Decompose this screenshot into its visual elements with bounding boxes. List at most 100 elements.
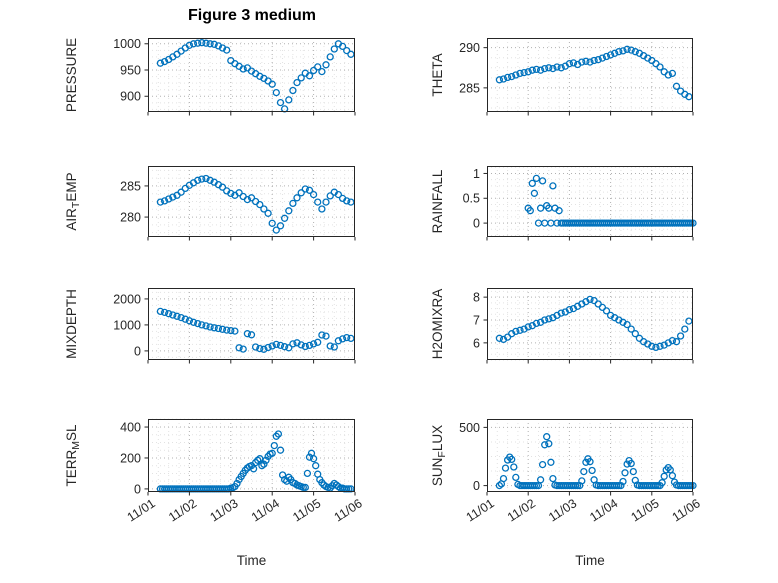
data-point [557, 64, 565, 72]
data-point [656, 342, 664, 350]
data-point [668, 472, 677, 480]
data-point [173, 312, 181, 320]
data-point [260, 345, 268, 353]
data-point [586, 295, 594, 304]
data-point [660, 472, 668, 480]
data-point [285, 344, 293, 352]
data-point [198, 39, 206, 47]
data-point [169, 311, 177, 319]
data-point [231, 327, 239, 335]
data-point [668, 336, 677, 345]
data-point [343, 197, 351, 205]
data-point [685, 93, 693, 101]
data-point [210, 40, 218, 48]
y-tick-label: 2000 [113, 292, 141, 306]
data-point [681, 325, 689, 333]
data-point [631, 330, 639, 338]
chart-air-temp: 280 285 AIRTEMP [64, 166, 356, 241]
data-point [330, 343, 338, 351]
grid [487, 288, 693, 361]
data-point [619, 477, 627, 486]
data-point [347, 50, 355, 58]
data-point [251, 343, 260, 351]
data-point [223, 326, 231, 334]
data-point [189, 318, 198, 326]
data-point [586, 58, 594, 66]
data-point [526, 207, 534, 215]
data-point [206, 40, 214, 48]
data-point [314, 198, 322, 206]
data-point [156, 59, 165, 67]
x-tick-label: 11/03 [207, 496, 240, 524]
data-point [648, 342, 656, 350]
y-axis-label: SUNFLUX [430, 425, 448, 486]
data-point [272, 88, 280, 97]
data-point [503, 73, 512, 82]
data-point [495, 481, 504, 490]
data-point [293, 339, 301, 347]
data-point [289, 340, 297, 348]
data-point [668, 69, 677, 78]
data-point [528, 179, 536, 188]
y-axis-label: H2OMIXRA [430, 289, 445, 360]
data-point [541, 316, 549, 324]
data-point [194, 176, 202, 184]
data-point [508, 455, 516, 464]
data-point [512, 473, 520, 482]
data-point [280, 343, 289, 351]
y-tick-label: 950 [120, 63, 141, 77]
data-point [594, 56, 602, 64]
data-point [602, 307, 611, 315]
data-point [239, 65, 247, 73]
data-point [532, 481, 541, 490]
data-point [235, 189, 243, 197]
y-tick-label: 0.5 [463, 192, 480, 206]
data-point [194, 319, 202, 328]
y-tick-label: 500 [459, 421, 480, 435]
data-point [549, 182, 557, 190]
data-point [235, 344, 243, 352]
data-point [233, 479, 241, 488]
data-point [318, 205, 326, 213]
data-point [578, 477, 586, 485]
data-series [495, 295, 693, 352]
y-tick-label: 1000 [113, 37, 141, 51]
data-point [260, 460, 268, 468]
data-series [495, 433, 697, 490]
data-point [156, 198, 165, 206]
data-point [495, 334, 504, 342]
data-point [305, 341, 314, 350]
data-point [264, 343, 272, 352]
data-point [305, 72, 314, 80]
data-point [510, 463, 518, 471]
data-point [301, 342, 309, 351]
y-tick-label: 200 [120, 451, 141, 465]
data-point [658, 479, 666, 487]
data-point [499, 75, 508, 83]
y-tick-label: 0 [473, 216, 480, 230]
chart-theta: 285 290 THETA [430, 38, 694, 116]
data-point [343, 46, 351, 55]
data-point [499, 474, 508, 483]
data-point [347, 198, 355, 206]
data-point [314, 338, 322, 346]
data-point [615, 481, 623, 490]
y-tick-label: 7 [473, 313, 480, 327]
axes-box [148, 288, 355, 360]
data-point [530, 189, 539, 197]
y-axis-label: PRESSURE [64, 38, 79, 112]
data-point [270, 441, 278, 450]
data-point [293, 194, 301, 202]
data-point [623, 320, 631, 329]
x-axis-label: Time [575, 553, 605, 568]
data-point [318, 331, 326, 339]
data-point [338, 42, 347, 51]
data-point [676, 332, 685, 340]
data-point [276, 98, 285, 107]
data-point [508, 72, 516, 81]
data-point [239, 345, 247, 353]
data-point [516, 326, 524, 334]
y-tick-label: 290 [459, 41, 480, 55]
chart-h2omixra: 6 7 8 H2OMIXRA [430, 288, 694, 364]
data-point [532, 319, 541, 328]
